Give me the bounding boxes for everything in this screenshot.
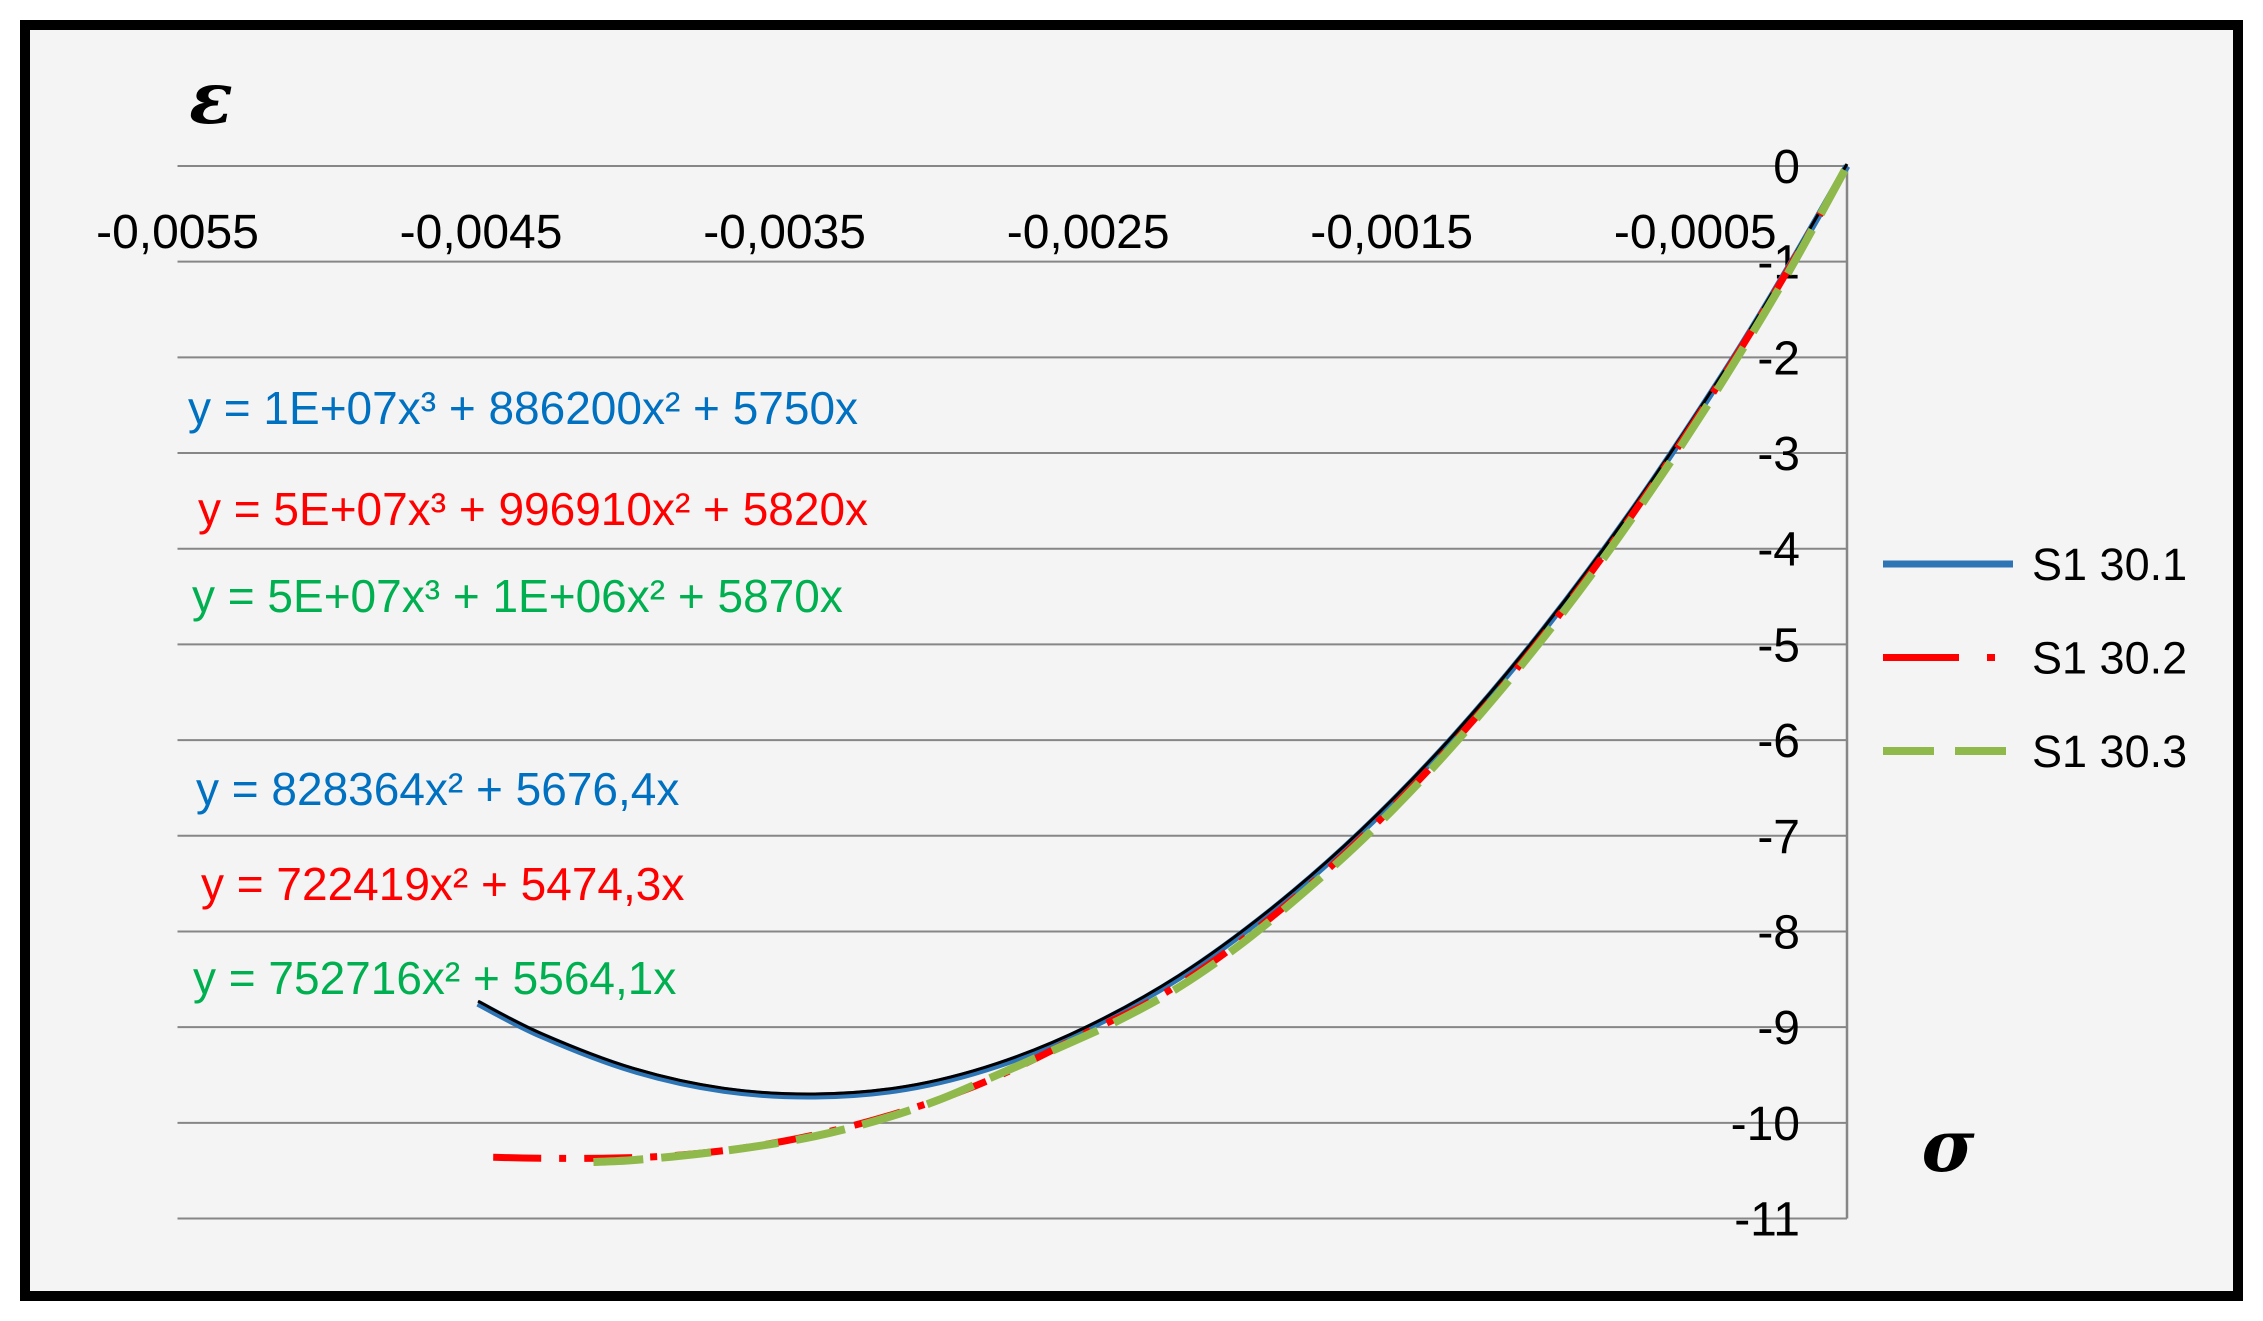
y-tick-label: -8 bbox=[1757, 906, 1800, 959]
y-tick-label: -11 bbox=[1734, 1194, 1800, 1247]
y-tick-label: -5 bbox=[1757, 619, 1800, 672]
x-tick-label: -0,0015 bbox=[1310, 206, 1473, 259]
legend-item: S1 30.2 bbox=[1883, 633, 2187, 684]
series-line-s1-30-3 bbox=[593, 164, 1851, 1166]
legend-label: S1 30.2 bbox=[2032, 633, 2187, 684]
trendline-equation: y = 1E+07x³ + 886200x² + 5750x bbox=[188, 382, 858, 434]
y-tick-label: -6 bbox=[1757, 715, 1800, 768]
chart-frame bbox=[20, 20, 2243, 1301]
x-tick-label: -0,0035 bbox=[703, 206, 866, 259]
trendline-equation: y = 828364x² + 5676,4x bbox=[196, 763, 679, 815]
legend: S1 30.1 S1 30.2 S1 30.3 bbox=[1883, 539, 2187, 777]
trendline-equation: y = 5E+07x³ + 996910x² + 5820x bbox=[198, 483, 868, 535]
y-axis-title: σ bbox=[1921, 1103, 1975, 1188]
x-tick-label: -0,0045 bbox=[400, 206, 563, 259]
y-tick-label: -3 bbox=[1757, 428, 1800, 481]
y-tick-label: -4 bbox=[1757, 524, 1800, 577]
plot-series bbox=[476, 163, 1851, 1166]
y-tick-label: 0 bbox=[1773, 141, 1800, 194]
y-tick-label: -7 bbox=[1757, 811, 1800, 864]
y-tick-label: -10 bbox=[1731, 1098, 1800, 1151]
trendline-equation: y = 752716x² + 5564,1x bbox=[193, 952, 676, 1004]
trendline-equations: y = 1E+07x³ + 886200x² + 5750x y = 5E+07x… bbox=[188, 382, 868, 1004]
x-tick-label: -0,0005 bbox=[1614, 206, 1777, 259]
legend-item: S1 30.3 bbox=[1883, 726, 2187, 777]
y-tick-label: -2 bbox=[1757, 332, 1800, 385]
x-axis-title: ε bbox=[189, 55, 233, 140]
axes-and-grid: 0-1-2-3-4-5-6-7-8-9-10-11-0,0055 -0,0045-… bbox=[96, 141, 1849, 1247]
legend-item: S1 30.1 bbox=[1883, 539, 2187, 590]
legend-label: S1 30.3 bbox=[2032, 726, 2187, 777]
chart-area bbox=[25, 25, 2238, 1296]
trendline-equation: y = 722419x² + 5474,3x bbox=[201, 858, 684, 910]
legend-label: S1 30.1 bbox=[2032, 539, 2187, 590]
x-tick-label: -0,0025 bbox=[1007, 206, 1170, 259]
x-tick-label: -0,0055 bbox=[96, 206, 259, 259]
trendline-equation: y = 5E+07x³ + 1E+06x² + 5870x bbox=[192, 570, 843, 622]
y-tick-label: -9 bbox=[1757, 1002, 1800, 1055]
